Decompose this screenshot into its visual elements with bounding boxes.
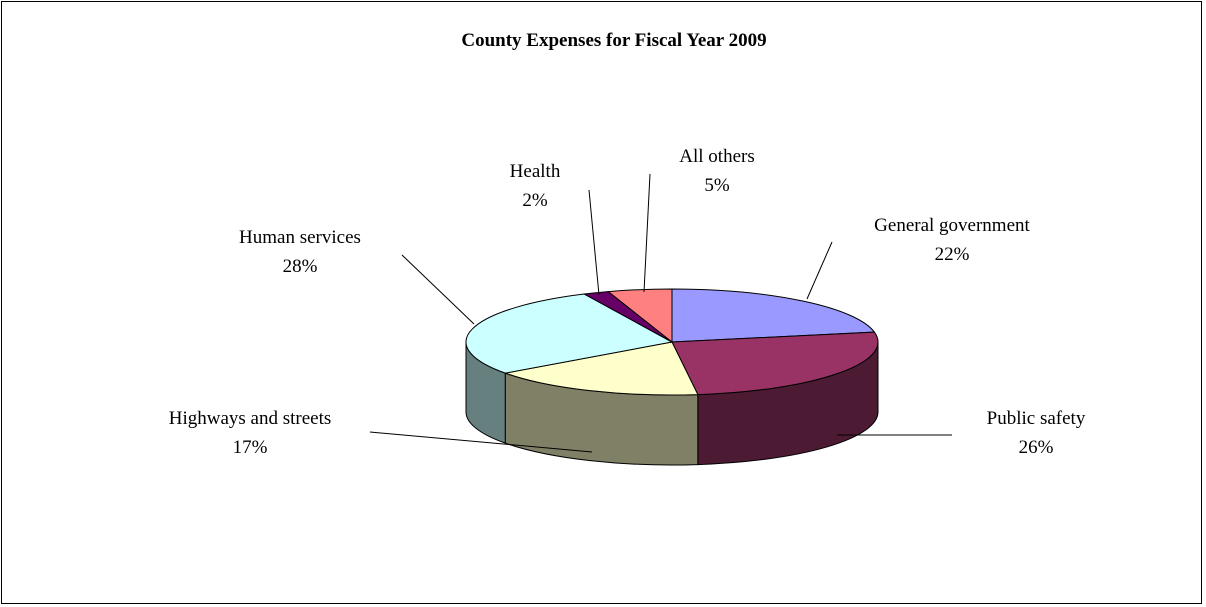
leader-line-human-services bbox=[401, 254, 475, 325]
slice-value-general-government: 22% bbox=[935, 244, 970, 265]
slice-label-health: Health bbox=[510, 161, 561, 182]
pie-slice-human-services bbox=[465, 293, 674, 374]
leader-line-health bbox=[588, 189, 600, 296]
slice-value-health: 2% bbox=[522, 190, 548, 211]
pie-slice-public-safety bbox=[671, 331, 879, 396]
slice-value-human-services: 28% bbox=[283, 256, 318, 277]
slice-label-highways-and-streets: Highways and streets bbox=[169, 408, 332, 429]
slice-label-general-government: General government bbox=[874, 215, 1030, 236]
leader-line-highways-and-streets bbox=[369, 431, 593, 453]
slice-label-human-services: Human services bbox=[239, 227, 361, 248]
leader-line-general-government bbox=[806, 241, 833, 300]
pie-slice-highways-and-streets bbox=[503, 341, 699, 396]
slice-value-public-safety: 26% bbox=[1019, 437, 1054, 458]
slice-label-public-safety: Public safety bbox=[987, 408, 1086, 429]
chart-title: County Expenses for Fiscal Year 2009 bbox=[461, 30, 766, 51]
slice-label-all-others: All others bbox=[679, 146, 754, 167]
pie-slice-all-others bbox=[607, 288, 673, 344]
leader-line-all-others bbox=[643, 173, 651, 293]
slice-value-highways-and-streets: 17% bbox=[233, 437, 268, 458]
slice-value-all-others: 5% bbox=[704, 175, 730, 196]
pie-slice-general-government bbox=[671, 288, 876, 343]
